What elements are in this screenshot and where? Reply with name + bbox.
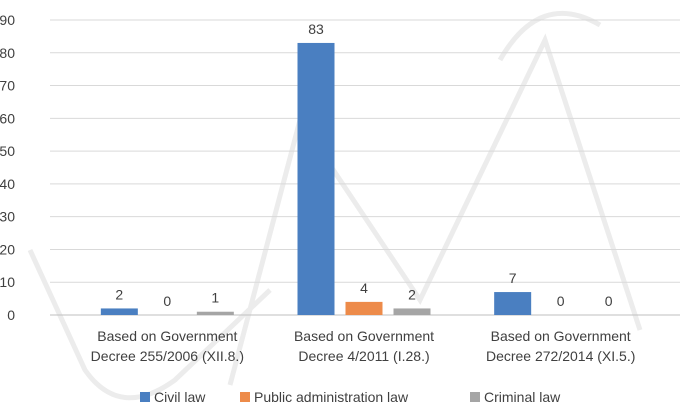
legend-label: Public administration law: [254, 389, 409, 405]
data-label: 0: [557, 293, 565, 309]
y-tick-label: 20: [0, 241, 15, 257]
legend-swatch-civil-law: [140, 392, 150, 402]
legend-swatch-criminal-law: [470, 392, 480, 402]
bar-civil-law-1: [297, 42, 335, 315]
watermark-letter-C: [497, 10, 602, 62]
y-tick-label: 10: [0, 274, 15, 290]
y-tick-label: 30: [0, 209, 15, 225]
bar-criminal-law-1: [393, 308, 431, 315]
bars: [100, 42, 532, 315]
data-label: 0: [605, 293, 613, 309]
data-label: 2: [115, 286, 123, 302]
data-label: 2: [408, 286, 416, 302]
x-category-label: Based on Government Decree 272/2014 (XI.5…: [486, 328, 635, 364]
legend-label: Civil law: [154, 389, 206, 405]
bar-civil-law-0: [100, 308, 138, 315]
y-axis-tick-labels: 0 10 20 30 40 50 60 70 80 90: [0, 12, 15, 323]
y-tick-label: 40: [0, 176, 15, 192]
data-label: 83: [308, 21, 324, 37]
data-label: 1: [211, 290, 219, 306]
y-tick-label: 50: [0, 143, 15, 159]
bar-civil-law-2: [494, 292, 532, 315]
x-category-label: Based on Government Decree 255/2006 (XII.…: [91, 328, 244, 364]
legend: Civil law Public administration law Crimin…: [140, 389, 561, 405]
y-tick-label: 80: [0, 45, 15, 61]
data-label: 4: [360, 280, 368, 296]
y-tick-label: 0: [7, 307, 15, 323]
x-category-label: Based on Government Decree 4/2011 (I.28.): [294, 328, 434, 364]
data-label: 7: [509, 270, 517, 286]
bar-criminal-law-0: [196, 311, 234, 315]
watermark: [27, 10, 643, 401]
legend-swatch-public-administration-law: [240, 392, 250, 402]
y-tick-label: 60: [0, 110, 15, 126]
legend-label: Criminal law: [484, 389, 561, 405]
x-axis-category-labels: Based on Government Decree 255/2006 (XII.…: [91, 328, 636, 364]
data-label: 0: [163, 293, 171, 309]
watermark-letter-U: [27, 248, 272, 401]
y-tick-label: 90: [0, 12, 15, 28]
bar-public-administration-law-1: [345, 301, 383, 315]
gridlines: [50, 19, 680, 316]
watermark-letter-M: [227, 33, 643, 386]
data-labels: 2 0 1 83 4 2 7 0 0: [115, 21, 612, 309]
y-tick-label: 70: [0, 78, 15, 94]
